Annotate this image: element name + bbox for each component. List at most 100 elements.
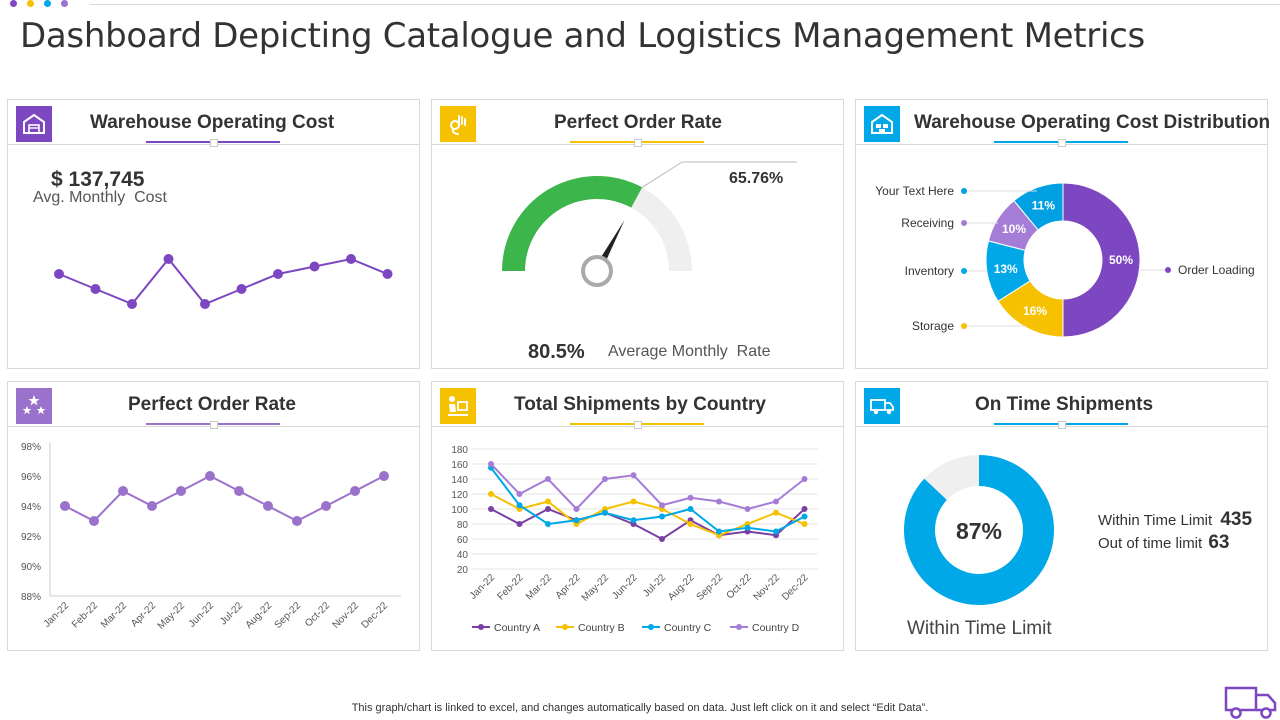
shipments-line-chart: 20 40 60 80 100 120 140 160 180 Jan-22Feb-22Mar-2…	[451, 445, 818, 634]
x-tick-label: Jun-22	[610, 572, 640, 602]
panel-title: On Time Shipments	[975, 394, 1154, 415]
x-tick-label: Dec-22	[780, 572, 811, 603]
gauge-pointer-label: 65.76%	[729, 170, 783, 187]
panel-title: Total Shipments by Country	[514, 394, 766, 415]
panel-order-rate-line: Perfect Order Rate 88% 90% 92% 94% 96% 98% Jan…	[7, 381, 420, 651]
series-point	[573, 506, 580, 512]
cost-point	[382, 269, 393, 279]
y-tick-label: 88%	[21, 592, 41, 603]
slice-value-label: 11%	[1032, 198, 1056, 212]
cost-line	[58, 257, 388, 306]
series-point	[716, 528, 722, 535]
title-knob	[634, 421, 642, 429]
cost-point	[127, 299, 137, 309]
series-point	[773, 528, 779, 535]
slice-value-label: 16%	[1023, 304, 1047, 318]
leader-dot	[961, 220, 967, 226]
order-rate-point	[379, 471, 389, 481]
donut-center-label: 87%	[956, 518, 1002, 544]
cost-caption: Avg. Monthly Cost	[33, 189, 167, 206]
x-tick-label: Jan-22	[468, 572, 498, 602]
series-point	[630, 517, 637, 524]
panel-title: Perfect Order Rate	[554, 112, 722, 133]
series-point	[545, 506, 551, 512]
x-tick-label: Oct-22	[725, 572, 754, 601]
series-line	[490, 467, 805, 533]
panel-on-time: On Time Shipments 87% Within Time Limit …	[855, 381, 1268, 651]
x-tick-label: Dec-22	[360, 600, 391, 631]
y-tick-label: 20	[457, 565, 469, 576]
order-rate-point	[234, 486, 244, 496]
order-rate-point	[176, 486, 186, 496]
x-tick-label: Jun-22	[187, 600, 217, 630]
panel-shipments-country: Total Shipments by Country 20 40 60 80 100 12…	[431, 381, 844, 651]
order-rate-point	[60, 501, 70, 511]
slice-value-label: 50%	[1109, 253, 1133, 267]
leader-dot	[961, 268, 967, 274]
series-point	[573, 517, 580, 524]
panel-header: Warehouse Operating Cost	[8, 100, 419, 147]
slice-category-label: Your Text Here	[875, 184, 954, 198]
order-rate-point	[292, 516, 302, 526]
cost-distribution-donut: 50% Order Loading 16% Storage 13% Inventory 10…	[875, 182, 1255, 338]
panel-title: Perfect Order Rate	[128, 394, 296, 415]
x-tick-label: Sep-22	[273, 600, 304, 631]
order-rate-point	[321, 501, 331, 511]
title-knob	[210, 139, 218, 147]
stars-icon	[16, 388, 52, 424]
cost-point	[163, 254, 174, 264]
slice-value-label: 10%	[1002, 222, 1026, 236]
donut-slice-out	[924, 455, 979, 500]
y-tick-label: 94%	[21, 502, 41, 513]
slice-value-label: 13%	[994, 262, 1018, 276]
series-point	[801, 521, 808, 527]
series-point	[602, 509, 608, 516]
legend-marker	[478, 624, 484, 630]
legend-marker	[648, 624, 654, 630]
x-tick-label: Sep-22	[695, 572, 726, 603]
series-point	[545, 476, 551, 482]
x-tick-label: Aug-22	[666, 572, 697, 603]
series-point	[516, 521, 523, 527]
page-title: Dashboard Depicting Catalogue and Logist…	[20, 16, 1145, 56]
y-tick-label: 60	[457, 535, 469, 546]
series-point	[516, 491, 523, 497]
x-tick-label: Jul-22	[218, 600, 245, 627]
order-rate-point	[147, 501, 157, 511]
header-rule	[90, 4, 1280, 5]
delivery-person-icon	[440, 388, 476, 424]
y-tick-label: 90%	[21, 562, 41, 573]
gauge-hub	[581, 255, 613, 287]
panel-warehouse-cost: Warehouse Operating Cost $ 137,745 Avg. …	[7, 99, 420, 369]
series-point	[687, 521, 694, 527]
cost-point	[54, 269, 64, 279]
title-knob	[1058, 139, 1066, 147]
order-rate-point	[205, 471, 215, 481]
x-tick-label: May-22	[580, 572, 612, 604]
series-point	[773, 498, 779, 505]
x-tick-label: May-22	[156, 600, 188, 632]
order-rate-point	[263, 501, 273, 511]
cost-point	[200, 299, 210, 309]
x-tick-label: Jan-22	[42, 600, 72, 630]
gauge-leader-line	[641, 161, 797, 188]
x-tick-label: Feb-22	[495, 572, 525, 602]
series-point	[744, 506, 751, 512]
series-point	[630, 472, 637, 479]
slice-category-label: Storage	[912, 319, 954, 333]
warehouse-building-icon	[864, 106, 900, 142]
y-tick-label: 100	[451, 505, 468, 516]
series-line	[490, 493, 805, 537]
order-rate-point	[89, 516, 99, 526]
cost-value: $ 137,745	[51, 168, 145, 191]
order-rate-point	[118, 486, 128, 496]
panel-header: Perfect Order Rate	[432, 100, 843, 147]
x-tick-label: Oct-22	[303, 600, 332, 629]
out-value: 63	[1208, 532, 1230, 553]
y-tick-label: 80	[457, 520, 469, 531]
cost-line-chart	[54, 254, 393, 309]
legend-marker	[562, 624, 568, 630]
donut-slice	[1013, 182, 1064, 231]
legend-marker	[736, 624, 742, 630]
panel-cost-distribution: Warehouse Operating Cost Distribution 50…	[855, 99, 1270, 369]
